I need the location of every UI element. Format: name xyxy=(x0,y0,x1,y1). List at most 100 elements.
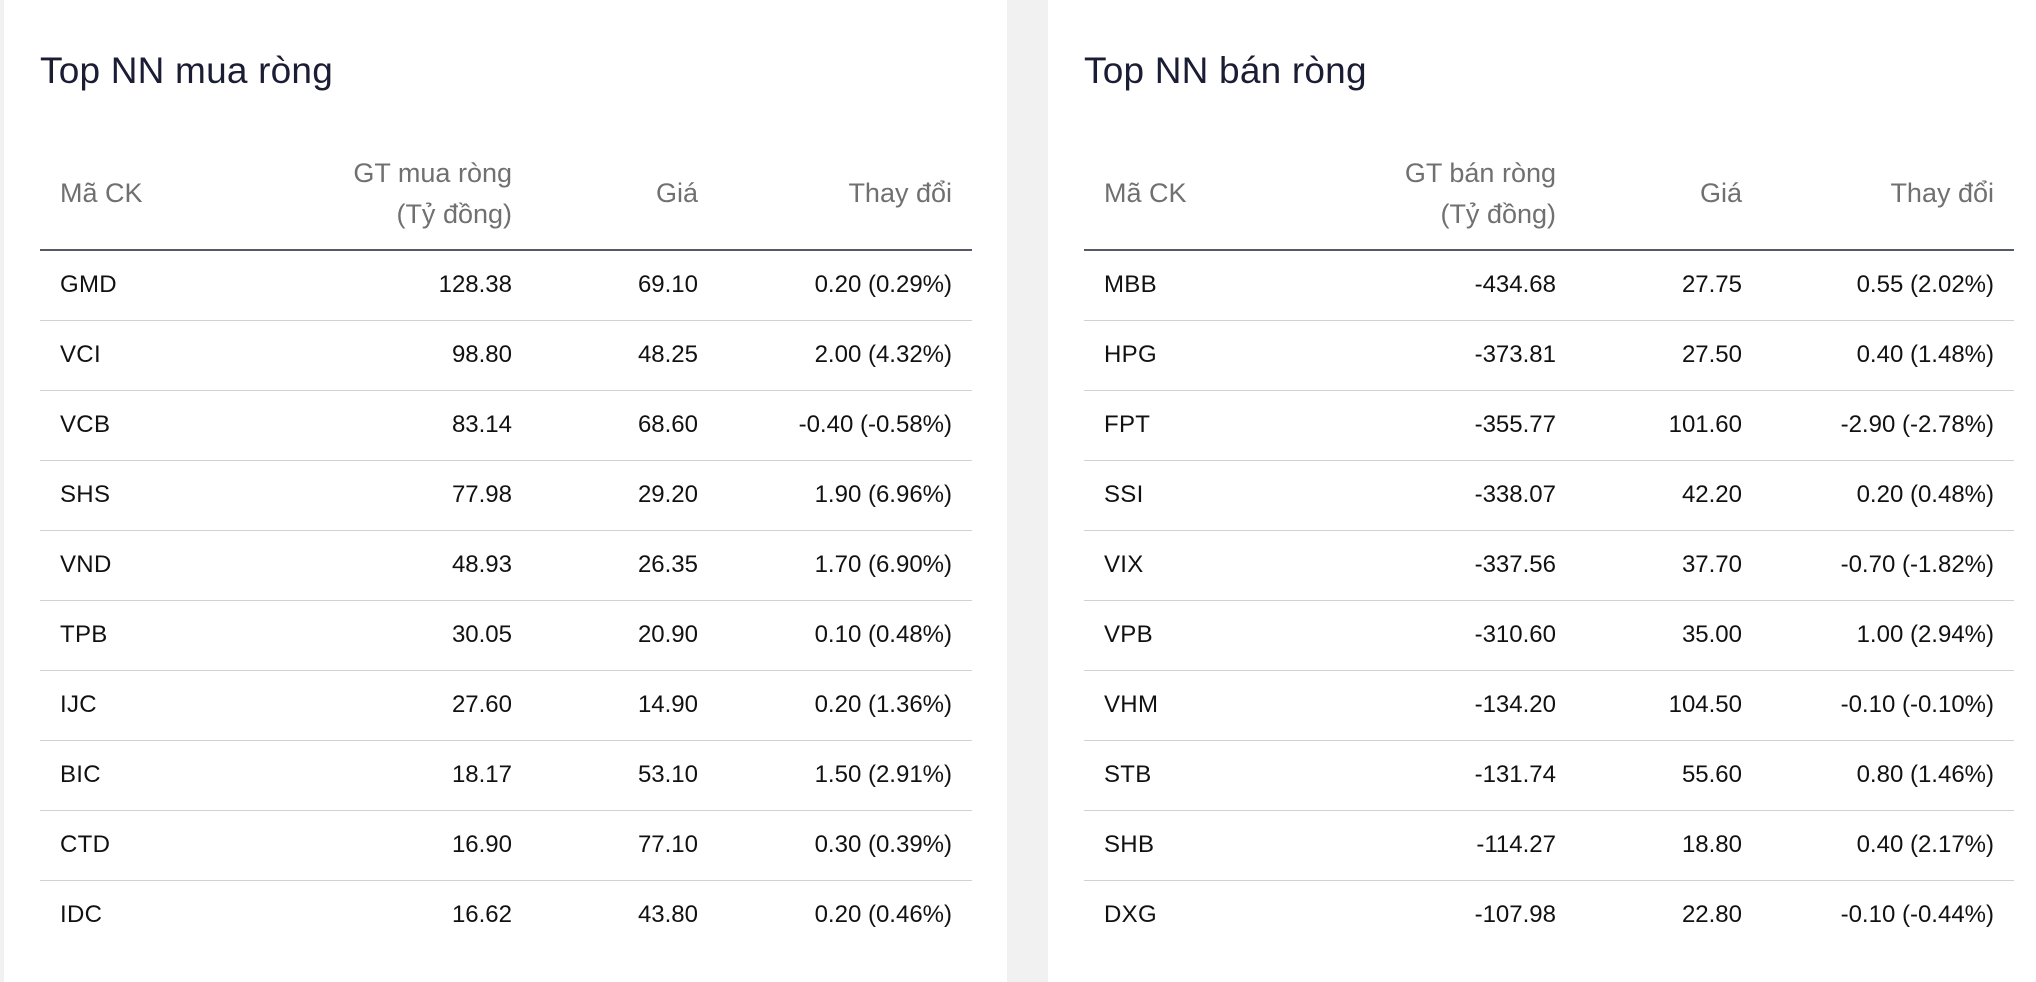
price-cell: 20.90 xyxy=(532,600,718,671)
price-change-cell: -0.40 (-0.58%) xyxy=(718,390,972,461)
price-change-cell: -0.70 (-1.82%) xyxy=(1762,530,2014,601)
net-value-cell: -131.74 xyxy=(1298,740,1576,811)
net-value-cell: -373.81 xyxy=(1298,320,1576,391)
stock-code-cell[interactable]: IJC xyxy=(40,670,254,741)
net-buy-table: Mã CK GT mua ròng (Tỷ đồng) Giá Thay đổi… xyxy=(40,138,972,950)
table-row[interactable]: SHS 77.98 29.20 1.90 (6.96%) xyxy=(40,460,972,531)
stock-code-cell[interactable]: SHS xyxy=(40,460,254,531)
price-change-cell: -0.10 (-0.44%) xyxy=(1840,901,1994,929)
panel-title: Top NN bán ròng xyxy=(1084,50,1367,91)
price-cell: 26.35 xyxy=(532,530,718,601)
stock-code-cell[interactable]: VIX xyxy=(1084,530,1298,601)
net-value-cell: 77.98 xyxy=(254,460,532,531)
price-change-cell: 0.40 (1.48%) xyxy=(1762,320,2014,391)
price-change-cell: 0.20 (0.29%) xyxy=(718,250,972,321)
stock-code-cell[interactable]: FPT xyxy=(1084,390,1298,461)
stock-code-cell[interactable]: VCI xyxy=(40,320,254,391)
column-header-code: Mã CK xyxy=(1084,138,1298,251)
net-value-cell: -134.20 xyxy=(1298,670,1576,741)
price-cell: 18.80 xyxy=(1576,810,1762,881)
column-header-unit: (Tỷ đồng) xyxy=(396,198,512,229)
price-change-cell: 0.55 (2.02%) xyxy=(1762,250,2014,321)
net-value-cell: -434.68 xyxy=(1298,250,1576,321)
table-row[interactable]: BIC 18.17 53.10 1.50 (2.91%) xyxy=(40,740,972,811)
stock-code-cell[interactable]: CTD xyxy=(40,810,254,881)
table-row[interactable]: MBB -434.68 27.75 0.55 (2.02%) xyxy=(1084,250,2014,321)
net-value-cell: 18.17 xyxy=(254,740,532,811)
stock-code-cell[interactable]: GMD xyxy=(40,250,254,321)
table-row[interactable]: SSI -338.07 42.20 0.20 (0.48%) xyxy=(1084,460,2014,531)
table-body: GMD 128.38 69.10 0.20 (0.29%) VCI 98.80 48.25 2… xyxy=(40,250,972,950)
net-value-cell: -107.98 xyxy=(1474,901,1556,929)
stock-code-cell[interactable]: VND xyxy=(40,530,254,601)
table-row[interactable]: FPT -355.77 101.60 -2.90 (-2.78%) xyxy=(1084,390,2014,461)
price-cell: 48.25 xyxy=(532,320,718,391)
column-header-change: Thay đổi xyxy=(1762,138,2014,251)
table-row[interactable]: STB -131.74 55.60 0.80 (1.46%) xyxy=(1084,740,2014,811)
price-change-cell: -2.90 (-2.78%) xyxy=(1762,390,2014,461)
table-row[interactable]: TPB 30.05 20.90 0.10 (0.48%) xyxy=(40,600,972,671)
price-cell: 14.90 xyxy=(532,670,718,741)
net-value-cell: 16.90 xyxy=(254,810,532,881)
price-cell: 43.80 xyxy=(637,901,698,929)
price-cell: 27.50 xyxy=(1576,320,1762,391)
price-cell: 104.50 xyxy=(1576,670,1762,741)
table-row[interactable]: GMD 128.38 69.10 0.20 (0.29%) xyxy=(40,250,972,321)
price-cell: 101.60 xyxy=(1576,390,1762,461)
stock-code-cell[interactable]: VPB xyxy=(1084,600,1298,671)
table-row[interactable]: VCB 83.14 68.60 -0.40 (-0.58%) xyxy=(40,390,972,461)
price-change-cell: 1.70 (6.90%) xyxy=(718,530,972,601)
stock-code-cell[interactable]: MBB xyxy=(1084,250,1298,321)
price-cell: 42.20 xyxy=(1576,460,1762,531)
stock-code-cell[interactable]: BIC xyxy=(40,740,254,811)
stock-code-cell[interactable]: SHB xyxy=(1084,810,1298,881)
table-row[interactable]: HPG -373.81 27.50 0.40 (1.48%) xyxy=(1084,320,2014,391)
net-value-cell: -338.07 xyxy=(1298,460,1576,531)
table-row[interactable]: DXG -107.98 22.80 -0.10 (-0.44%) xyxy=(1084,880,2014,950)
table-row[interactable]: VND 48.93 26.35 1.70 (6.90%) xyxy=(40,530,972,601)
stock-code-cell[interactable]: TPB xyxy=(40,600,254,671)
price-cell: 37.70 xyxy=(1576,530,1762,601)
table-row[interactable]: VIX -337.56 37.70 -0.70 (-1.82%) xyxy=(1084,530,2014,601)
price-change-cell: 2.00 (4.32%) xyxy=(718,320,972,391)
table-row[interactable]: SHB -114.27 18.80 0.40 (2.17%) xyxy=(1084,810,2014,881)
price-change-cell: 0.20 (0.48%) xyxy=(1762,460,2014,531)
net-value-cell: 48.93 xyxy=(254,530,532,601)
net-value-cell: 128.38 xyxy=(254,250,532,321)
price-change-cell: 1.50 (2.91%) xyxy=(718,740,972,811)
top-foreign-net-buy-panel: Top NN mua ròng Mã CK GT mua ròng (Tỷ đồ… xyxy=(4,0,1007,982)
table-header-row: Mã CK GT mua ròng (Tỷ đồng) Giá Thay đổi xyxy=(40,138,972,251)
table-row[interactable]: VCI 98.80 48.25 2.00 (4.32%) xyxy=(40,320,972,391)
stock-code-cell[interactable]: STB xyxy=(1084,740,1298,811)
price-change-cell: 1.00 (2.94%) xyxy=(1762,600,2014,671)
table-row[interactable]: IJC 27.60 14.90 0.20 (1.36%) xyxy=(40,670,972,741)
price-cell: 29.20 xyxy=(532,460,718,531)
net-value-cell: 98.80 xyxy=(254,320,532,391)
stock-code-cell[interactable]: DXG xyxy=(1104,901,1157,929)
price-change-cell: 0.10 (0.48%) xyxy=(718,600,972,671)
column-header-code: Mã CK xyxy=(40,138,254,251)
table-body: MBB -434.68 27.75 0.55 (2.02%) HPG -373.81 27.… xyxy=(1084,250,2014,950)
price-change-cell: 0.30 (0.39%) xyxy=(718,810,972,881)
stock-code-cell[interactable]: VHM xyxy=(1084,670,1298,741)
price-cell: 68.60 xyxy=(532,390,718,461)
stock-code-cell[interactable]: HPG xyxy=(1084,320,1298,391)
table-row[interactable]: CTD 16.90 77.10 0.30 (0.39%) xyxy=(40,810,972,881)
stock-code-cell[interactable]: SSI xyxy=(1084,460,1298,531)
price-change-cell: 0.20 (1.36%) xyxy=(718,670,972,741)
table-row[interactable]: IDC 16.62 43.80 0.20 (0.46%) xyxy=(40,880,972,950)
column-header-price: Giá xyxy=(532,138,718,251)
stock-code-cell[interactable]: VCB xyxy=(40,390,254,461)
table-row[interactable]: VHM -134.20 104.50 -0.10 (-0.10%) xyxy=(1084,670,2014,741)
price-change-cell: 0.80 (1.46%) xyxy=(1762,740,2014,811)
column-header-net-sell-value: GT bán ròng (Tỷ đồng) xyxy=(1298,138,1576,251)
table-row[interactable]: VPB -310.60 35.00 1.00 (2.94%) xyxy=(1084,600,2014,671)
price-cell: 69.10 xyxy=(532,250,718,321)
price-cell: 53.10 xyxy=(532,740,718,811)
price-cell: 22.80 xyxy=(1681,901,1742,929)
net-value-cell: -355.77 xyxy=(1298,390,1576,461)
net-value-cell: -310.60 xyxy=(1298,600,1576,671)
column-header-price: Giá xyxy=(1576,138,1762,251)
stock-code-cell[interactable]: IDC xyxy=(60,901,103,929)
price-change-cell: -0.10 (-0.10%) xyxy=(1762,670,2014,741)
